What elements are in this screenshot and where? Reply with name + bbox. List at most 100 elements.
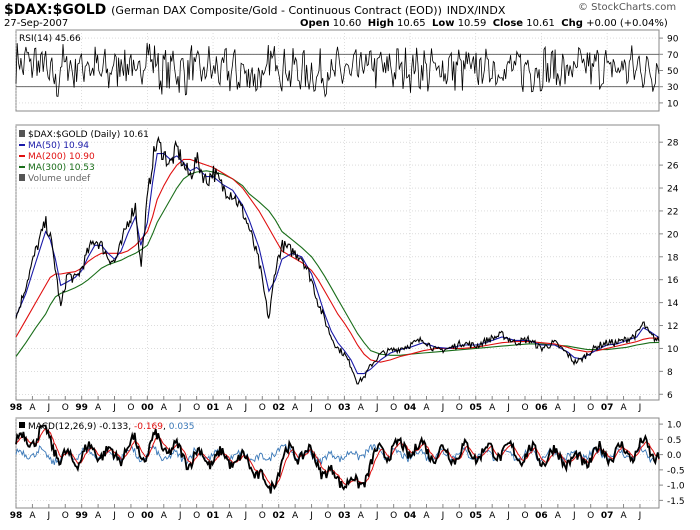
rsi-line xyxy=(15,42,660,98)
macd-axis-label: A xyxy=(292,511,299,521)
price-axis-label: A xyxy=(489,403,496,413)
macd-axis-label: O xyxy=(127,511,134,521)
macd-legend-signal-value: -0.169 xyxy=(134,422,163,432)
open-value: 10.60 xyxy=(332,18,362,29)
legend-swatch-volume xyxy=(19,174,25,181)
macd-legend-name: MACD(12,26,9) xyxy=(28,422,96,432)
macd-axis-label: O xyxy=(390,511,397,521)
macd-ytick-label: 0.5 xyxy=(667,436,681,446)
price-axis-label: O xyxy=(127,403,134,413)
macd-axis-label: J xyxy=(506,511,510,521)
price-axis-label: A xyxy=(555,403,562,413)
price-axis-label: 00 xyxy=(141,403,154,413)
chg-value: +0.00 (+0.04%) xyxy=(586,18,668,29)
close-label: Close xyxy=(492,18,524,29)
macd-ytick-label: -1.5 xyxy=(667,497,685,507)
macd-axis-label: 03 xyxy=(338,511,351,521)
macd-axis-label: 99 xyxy=(75,511,88,521)
price-ytick-label: 22 xyxy=(667,207,678,217)
legend-entry-ma200: MA(200) 10.90 xyxy=(28,152,95,162)
macd-axis-label: A xyxy=(95,511,102,521)
macd-axis-label: 00 xyxy=(141,511,154,521)
price-axis-label: O xyxy=(521,403,528,413)
macd-axis-label: 04 xyxy=(404,511,417,521)
macd-axis-label: A xyxy=(555,511,562,521)
close-value: 10.61 xyxy=(526,18,555,29)
macd-time-axis: 98 A J O 99 A J O 00 A J O 01 A J O 02 A J O 03 A J O 04 A J O 05 A J O… xyxy=(10,504,642,521)
macd-axis-label: J xyxy=(178,511,182,521)
macd-axis-label: O xyxy=(62,511,69,521)
price-axis-label: J xyxy=(309,403,313,413)
legend-entry-ma50: MA(50) 10.94 xyxy=(28,141,89,151)
quote-date: 27-Sep-2007 xyxy=(4,18,69,29)
price-axis-label: A xyxy=(292,403,299,413)
rsi-ytick-label: 70 xyxy=(667,51,679,61)
price-axis-label: 03 xyxy=(338,403,351,413)
price-axis-label: J xyxy=(638,403,642,413)
rsi-ytick-label: 50 xyxy=(667,67,679,77)
price-axis-label: A xyxy=(226,403,233,413)
price-axis-label: A xyxy=(161,403,168,413)
price-axis-label: A xyxy=(29,403,36,413)
macd-axis-label: 01 xyxy=(207,511,220,521)
chart-title: $DAX:$GOLD (German DAX Composite/Gold - … xyxy=(4,2,505,18)
macd-axis-label: O xyxy=(587,511,594,521)
price-ytick-label: 24 xyxy=(667,185,679,195)
macd-legend-sep: , xyxy=(163,422,169,432)
price-axis-label: O xyxy=(259,403,266,413)
ohlc-summary: Open 10.60 High 10.65 Low 10.59 Close 10… xyxy=(300,18,668,29)
rsi-ytick-label: 30 xyxy=(667,83,679,93)
legend-entry-ma300: MA(300) 10.53 xyxy=(28,163,95,173)
price-axis-label: O xyxy=(324,403,331,413)
price-axis-label: 04 xyxy=(404,403,417,413)
macd-axis-label: O xyxy=(259,511,266,521)
price-axis-label: 98 xyxy=(10,403,23,413)
price-ytick-label: 12 xyxy=(667,322,678,332)
macd-legend-macd-value: -0.133 xyxy=(99,422,128,432)
price-axis-label: J xyxy=(178,403,182,413)
price-axis-label: J xyxy=(441,403,445,413)
macd-axis-label: O xyxy=(521,511,528,521)
legend-entry-price: $DAX:$GOLD (Daily) 10.61 xyxy=(28,130,149,140)
macd-axis-label: J xyxy=(47,511,51,521)
macd-axis-label: A xyxy=(489,511,496,521)
macd-panel: 1.0 0.5 0.0 -0.5 -1.0 -1.5 MACD(12,26,9) -0.13… xyxy=(15,417,685,509)
macd-axis-label: A xyxy=(29,511,36,521)
price-axis-label: 01 xyxy=(207,403,220,413)
macd-legend-swatch xyxy=(19,422,25,428)
price-axis-label: O xyxy=(456,403,463,413)
macd-legend-sep: , xyxy=(128,422,134,432)
price-ytick-label: 20 xyxy=(667,230,679,240)
price-axis-label: A xyxy=(358,403,365,413)
macd-axis-label: J xyxy=(244,511,248,521)
price-axis-label: O xyxy=(587,403,594,413)
low-value: 10.59 xyxy=(457,18,487,29)
price-axis-label: A xyxy=(95,403,102,413)
macd-axis-label: 06 xyxy=(535,511,548,521)
price-axis-label: A xyxy=(423,403,430,413)
macd-ytick-label: -1.0 xyxy=(667,482,685,492)
price-axis-label: 99 xyxy=(75,403,88,413)
high-value: 10.65 xyxy=(397,18,426,29)
macd-frame xyxy=(15,417,660,509)
macd-axis-label: J xyxy=(309,511,313,521)
macd-ytick-label: 0.0 xyxy=(667,451,682,461)
price-ytick-label: 18 xyxy=(667,253,679,263)
price-ytick-label: 6 xyxy=(667,391,673,401)
high-label: High xyxy=(367,18,394,29)
price-ytick-label: 28 xyxy=(667,139,679,149)
legend-swatch-price xyxy=(19,130,25,137)
price-axis-label: J xyxy=(244,403,248,413)
macd-axis-label: J xyxy=(638,511,642,521)
brand-watermark: © StockCharts.com xyxy=(578,2,677,13)
rsi-legend: RSI(14) 45.66 xyxy=(19,34,81,44)
rsi-ytick-label: 10 xyxy=(667,99,679,109)
macd-axis-label: A xyxy=(358,511,365,521)
macd-ytick-label: 1.0 xyxy=(667,421,682,431)
price-axis-label: 02 xyxy=(272,403,285,413)
macd-axis-label: 07 xyxy=(601,511,614,521)
price-axis-label: A xyxy=(620,403,627,413)
low-label: Low xyxy=(432,18,455,29)
macd-ytick-label: -0.5 xyxy=(667,466,685,476)
